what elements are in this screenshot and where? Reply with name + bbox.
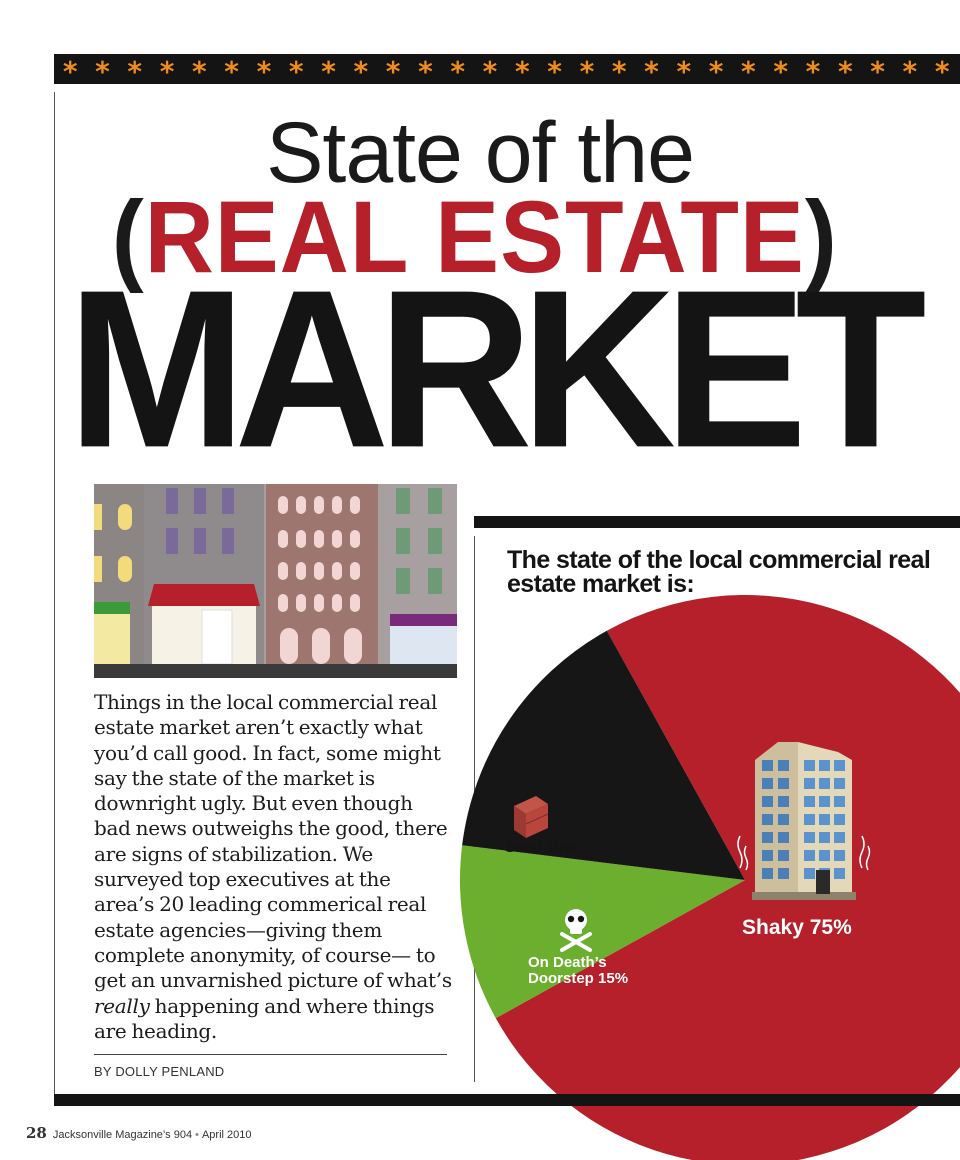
footer-separator: • [195, 1129, 199, 1141]
building-window [834, 832, 845, 843]
star-glyph: * [708, 55, 724, 85]
article-text-emphasis: really [94, 993, 150, 1018]
byline-rule [94, 1054, 447, 1055]
building-window [778, 796, 789, 807]
slice-label-deaths-doorstep-line-2: Doorstep 15% [528, 970, 629, 987]
building-window [778, 814, 789, 825]
headline-close-paren: ) [804, 180, 838, 294]
building-window [804, 850, 815, 861]
star-glyph: * [773, 55, 788, 85]
headline-open-paren: ( [111, 180, 145, 294]
slice-label-deaths-doorstep-line-1: On Death’s [528, 954, 607, 971]
star-band: * * * * * * * * * * * * * * * * * * * * * * * * * * * * [54, 54, 960, 84]
footer-publication: Jacksonville Magazine’s 904 [52, 1129, 193, 1141]
chart-title: The state of the local commercial real e… [507, 546, 931, 598]
star-glyph: * [514, 55, 530, 85]
star-glyph: * [741, 55, 756, 85]
building-window [819, 850, 830, 861]
building-window [778, 760, 789, 771]
star-glyph: * [450, 55, 466, 85]
headline-real-estate: REAL ESTATE [144, 180, 805, 294]
star-glyph: * [62, 55, 78, 85]
star-glyph: * [353, 55, 369, 85]
star-glyph: * [547, 55, 562, 85]
headline-line-3: MARKET [67, 243, 926, 495]
page-footer: 28 Jacksonville Magazine’s 904 • April 2010 [26, 1124, 252, 1142]
building-window [762, 868, 773, 879]
star-glyph: * [224, 55, 239, 85]
star-glyph: * [418, 55, 433, 85]
pie-slice-shaky [495, 595, 960, 1160]
star-glyph: * [95, 55, 110, 85]
building-window [778, 850, 789, 861]
building-window [819, 760, 830, 771]
building-window [762, 832, 773, 843]
left-rule [54, 92, 55, 1102]
building-window [819, 832, 830, 843]
building-window [762, 796, 773, 807]
building-window [804, 796, 815, 807]
star-glyph: * [385, 55, 401, 85]
building-window [804, 868, 815, 879]
bottom-bar [54, 1094, 960, 1106]
slice-label-shaky: Shaky 75% [742, 916, 852, 939]
headline-line-1: State of the [266, 105, 695, 201]
star-glyph: * [837, 55, 853, 85]
building-window [819, 796, 830, 807]
building-window [762, 850, 773, 861]
byline: BY DOLLY PENLAND [94, 1064, 225, 1079]
brick-icon [514, 796, 549, 838]
building-window [762, 778, 773, 789]
star-glyph: * [902, 55, 918, 85]
star-glyph: * [579, 55, 595, 85]
building-window [834, 760, 845, 771]
building-window [834, 868, 845, 879]
building-window [834, 850, 845, 861]
chart-top-bar [474, 516, 960, 528]
star-glyph: * [611, 55, 627, 85]
building-window [762, 760, 773, 771]
building-window [778, 832, 789, 843]
star-glyph: * [192, 55, 207, 85]
slice-label-deaths-doorstep: On Death’s Doorstep 15% [528, 955, 668, 987]
building-window [834, 778, 845, 789]
building-window [819, 814, 830, 825]
building-window [804, 778, 815, 789]
building-window [778, 868, 789, 879]
building-window [804, 760, 815, 771]
star-glyph: * [288, 55, 304, 85]
star-glyph: * [676, 55, 692, 85]
star-glyph: * [256, 55, 272, 85]
article-text-start: Things in the local commercial real esta… [94, 690, 452, 993]
star-glyph: * [159, 55, 175, 85]
article-body: Things in the local commercial real esta… [94, 690, 454, 1044]
pie-slices [460, 595, 960, 1160]
pie-slice-solid [460, 845, 745, 1019]
city-buildings-illustration [94, 484, 457, 678]
building-window [804, 814, 815, 825]
star-glyph: * [934, 55, 950, 85]
building-window [819, 778, 830, 789]
building-window [834, 814, 845, 825]
headline-line-2: (REAL ESTATE) [0, 182, 949, 292]
building-window [778, 778, 789, 789]
skull-crossbones-icon [560, 909, 592, 952]
star-glyph: * [127, 55, 143, 85]
page-number: 28 [26, 1124, 47, 1142]
star-glyph: * [644, 55, 659, 85]
shaking-building-icon [737, 742, 871, 900]
footer-date: April 2010 [201, 1129, 252, 1141]
star-glyph: * [482, 55, 498, 85]
star-glyph: * [805, 55, 821, 85]
building-window [762, 814, 773, 825]
slice-label-solid: Solid 10% [505, 839, 576, 856]
star-glyph: * [870, 55, 885, 85]
article-text-end: happening and where things are heading. [94, 993, 435, 1043]
building-window [834, 796, 845, 807]
building-window [804, 832, 815, 843]
star-glyph: * [321, 55, 336, 85]
